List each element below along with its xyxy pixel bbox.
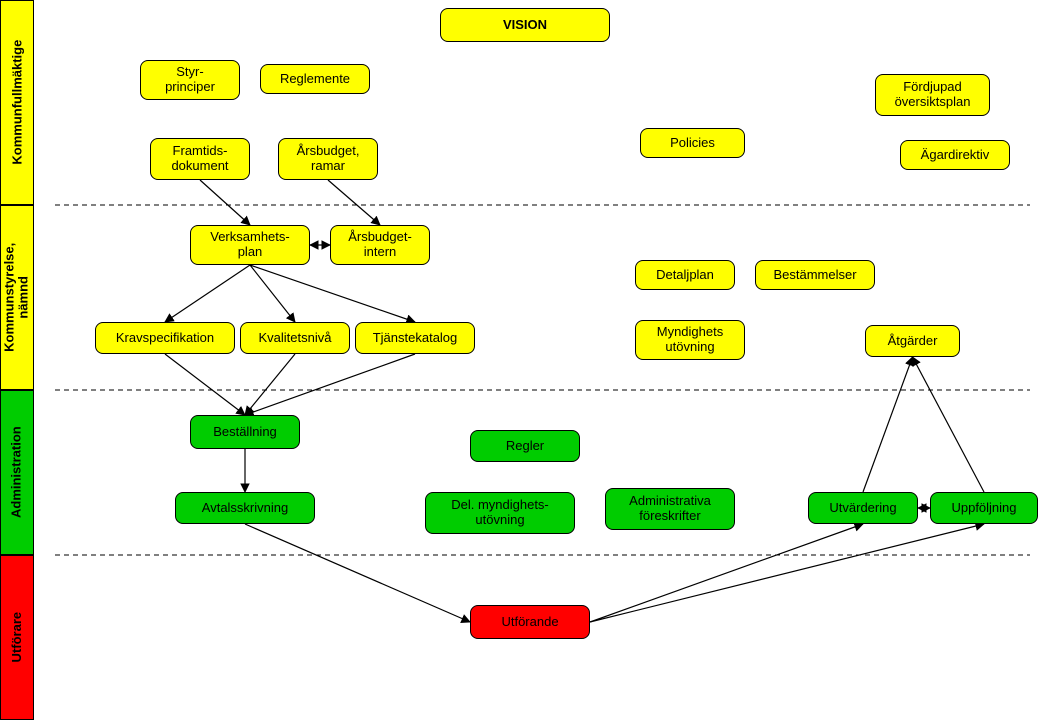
node-admforesk: Administrativaföreskrifter [605,488,735,530]
node-label: Policies [670,136,715,151]
node-label: Del. myndighets-utövning [451,498,549,528]
swimlane-ks: Kommunstyrelse,nämnd [0,205,34,390]
node-label: Utförande [501,615,558,630]
node-verksplan: Verksamhets-plan [190,225,310,265]
node-label: Kravspecifikation [116,331,214,346]
node-kvalitnivaa: Kvalitetsnivå [240,322,350,354]
node-label: Framtids-dokument [171,144,228,174]
edge-kravspec-bestallning [165,354,245,415]
node-label: Åtgärder [888,334,938,349]
diagram-root: Kommunfullmäktige Kommunstyrelse,nämnd Adm… [0,0,1040,720]
swimlane-label-text: Kommunstyrelse,nämnd [3,243,32,352]
node-utvardering: Utvärdering [808,492,918,524]
swimlane-label-text: Kommunfullmäktige [10,40,24,165]
node-detaljplan: Detaljplan [635,260,735,290]
swimlane-label-text: Utförare [10,612,24,663]
edge-kvalitnivaa-bestallning [245,354,295,415]
node-bestallning: Beställning [190,415,300,449]
node-uppfoljning: Uppföljning [930,492,1038,524]
node-label: Uppföljning [951,501,1016,516]
edge-uppfoljning-atgarder [913,357,985,492]
edge-verksplan-kravspec [165,265,250,322]
node-fordjupad: Fördjupadöversiktsplan [875,74,990,116]
node-arsbudget_ramar: Årsbudget,ramar [278,138,378,180]
node-label: Tjänstekatalog [373,331,458,346]
swimlane-ut: Utförare [0,555,34,720]
node-label: Utvärdering [829,501,896,516]
node-bestam: Bestämmelser [755,260,875,290]
edge-avtal-utforande [245,524,470,622]
node-label: Bestämmelser [773,268,856,283]
node-label: Detaljplan [656,268,714,283]
swimlane-ad: Administration [0,390,34,555]
edge-verksplan-kvalitnivaa [250,265,295,322]
node-framtid: Framtids-dokument [150,138,250,180]
swimlane-kf: Kommunfullmäktige [0,0,34,205]
edge-framtid-verksplan [200,180,250,225]
node-label: Årsbudget-intern [348,230,412,260]
node-label: Verksamhets-plan [210,230,289,260]
edge-utvardering-atgarder [863,357,913,492]
node-agardir: Ägardirektiv [900,140,1010,170]
node-label: Årsbudget,ramar [297,144,360,174]
node-utforande: Utförande [470,605,590,639]
node-atgarder: Åtgärder [865,325,960,357]
node-label: Styr-principer [165,65,215,95]
node-label: Fördjupadöversiktsplan [895,80,971,110]
node-avtal: Avtalsskrivning [175,492,315,524]
node-label: Administrativaföreskrifter [629,494,711,524]
node-label: Regler [506,439,544,454]
node-myndutov: Myndighetsutövning [635,320,745,360]
node-regl: Reglemente [260,64,370,94]
node-label: Beställning [213,425,277,440]
node-regler: Regler [470,430,580,462]
edge-tjkatalog-bestallning [245,354,415,415]
node-label: Reglemente [280,72,350,87]
node-delmynd: Del. myndighets-utövning [425,492,575,534]
node-policies: Policies [640,128,745,158]
swimlane-label-text: Administration [10,427,24,519]
node-vision: VISION [440,8,610,42]
node-styr: Styr-principer [140,60,240,100]
edge-arsbudget_ramar-arsbudget_int [328,180,380,225]
edge-utforande-utvardering [590,524,863,622]
node-label: Avtalsskrivning [202,501,288,516]
node-label: Myndighetsutövning [657,325,723,355]
node-label: Ägardirektiv [921,148,990,163]
edge-utforande-uppfoljning [590,524,984,622]
node-label: VISION [503,18,547,33]
node-tjkatalog: Tjänstekatalog [355,322,475,354]
node-label: Kvalitetsnivå [259,331,332,346]
edge-verksplan-tjkatalog [250,265,415,322]
node-arsbudget_int: Årsbudget-intern [330,225,430,265]
node-kravspec: Kravspecifikation [95,322,235,354]
